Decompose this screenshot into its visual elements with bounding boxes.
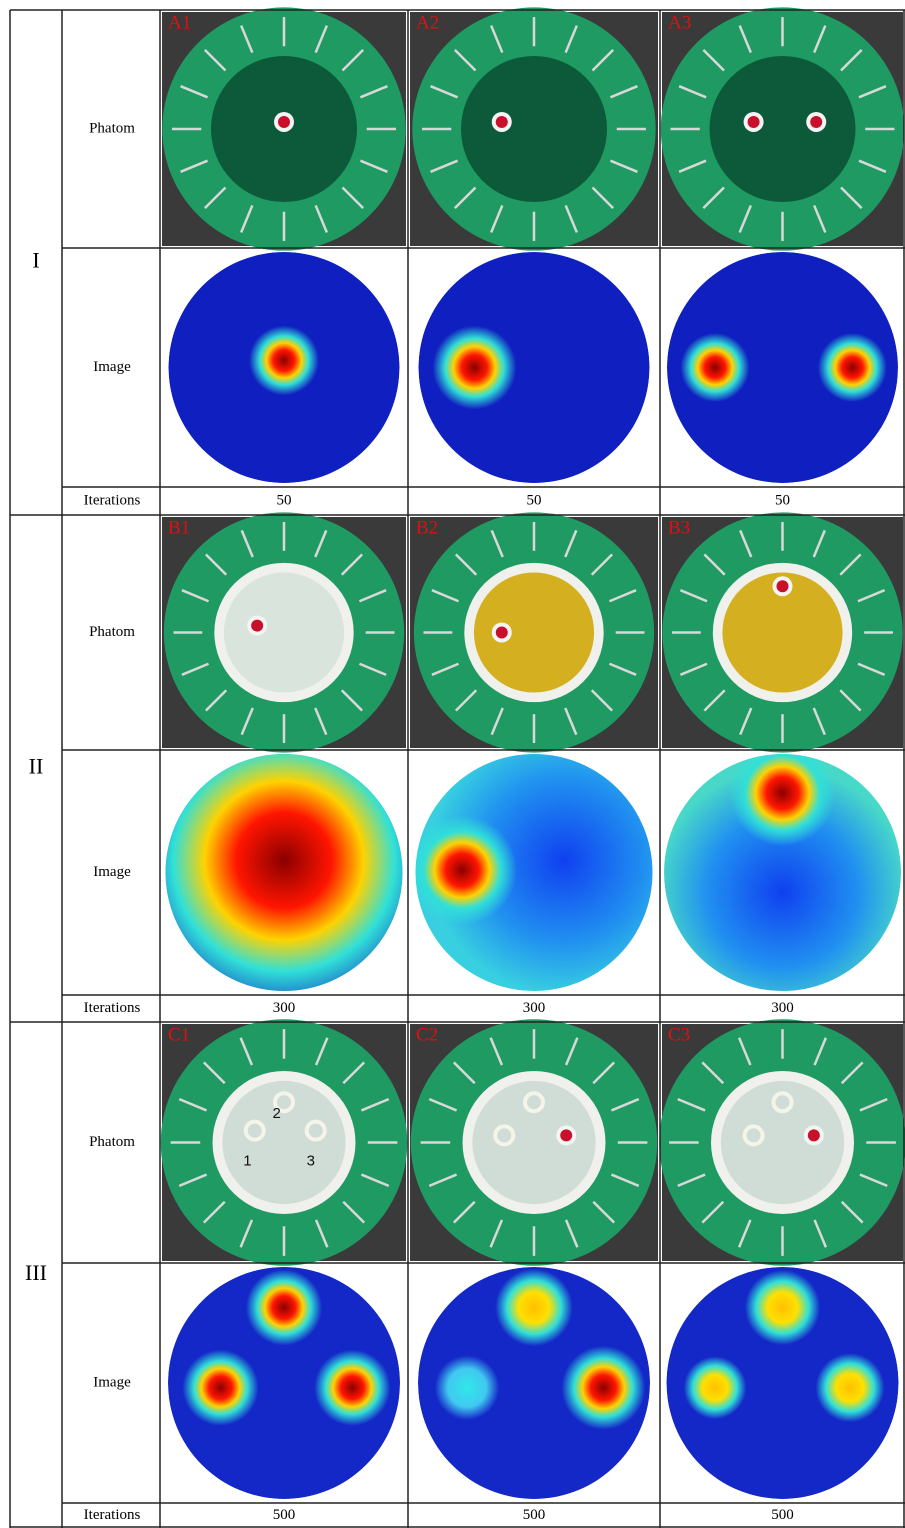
iterations-value: 50 [527,492,542,508]
target [278,116,290,128]
image-blob [818,333,887,402]
panel-id: B3 [668,517,690,538]
phantom-tank [709,56,855,202]
row-label: Phatom [89,624,135,640]
image-blob [182,1350,258,1426]
group-label: I [32,248,39,273]
row-label: Image [93,359,131,375]
panel-id: B1 [168,517,190,538]
phantom-liquid [222,1081,345,1204]
group-label: II [29,754,44,779]
panel-id: B2 [416,517,438,538]
image-blob [314,1350,390,1426]
reconstruction [418,1267,650,1499]
target [748,116,760,128]
image-blob [435,1355,499,1419]
row-label: Phatom [89,1134,135,1150]
reconstruction [667,1267,899,1499]
target [251,620,263,632]
iterations-value: 500 [523,1507,546,1523]
phantom-liquid [721,1081,844,1204]
image-blob [433,326,517,410]
target [496,116,508,128]
reconstruction [169,252,400,483]
image-blob [729,740,836,847]
image-blob [495,1269,572,1346]
row-label: Image [93,1374,131,1390]
phantom-liquid [472,1081,595,1204]
row-label: Image [93,864,131,880]
row-label: Phatom [89,120,135,136]
image-blob [249,326,319,396]
panel-id: A1 [168,12,191,33]
row-label: Iterations [84,1000,141,1016]
image-blob [407,815,517,925]
target [560,1129,572,1141]
target [777,580,789,592]
iterations-value: 300 [771,1000,794,1016]
row-label: Iterations [84,492,141,508]
target [810,116,822,128]
iterations-value: 300 [523,1000,546,1016]
image-blob [681,333,750,402]
phantom-tank [461,56,607,202]
image-blob [246,1269,322,1345]
phantom-liquid [224,572,344,692]
target [808,1129,820,1141]
iterations-value: 50 [775,492,790,508]
image-blob [562,1346,646,1430]
image-blob [745,1270,820,1345]
reconstruction [667,252,898,483]
image-blob [684,1356,747,1419]
panel-id: C2 [416,1024,438,1045]
figure-table: I Phatom Image Iterations A1 50 A2 50 A3 50 II Phat… [0,0,905,1528]
panel-id: C3 [668,1024,690,1045]
iterations-value: 500 [771,1507,794,1523]
panel-id: A3 [668,12,691,33]
target [496,627,508,639]
group-label: III [25,1260,47,1285]
iterations-value: 500 [273,1507,296,1523]
target-number: 2 [273,1105,281,1122]
panel-id: A2 [416,12,439,33]
iterations-value: 50 [277,492,292,508]
reconstruction [168,1267,400,1499]
reconstruction [407,725,699,996]
reconstruction [419,252,650,483]
reconstruction [657,740,905,1017]
image-blob [816,1353,885,1422]
target-number: 1 [243,1152,251,1169]
row-label: Iterations [84,1507,141,1523]
iterations-value: 300 [273,1000,296,1016]
target-number: 3 [307,1152,315,1169]
panel-id: C1 [168,1024,190,1045]
